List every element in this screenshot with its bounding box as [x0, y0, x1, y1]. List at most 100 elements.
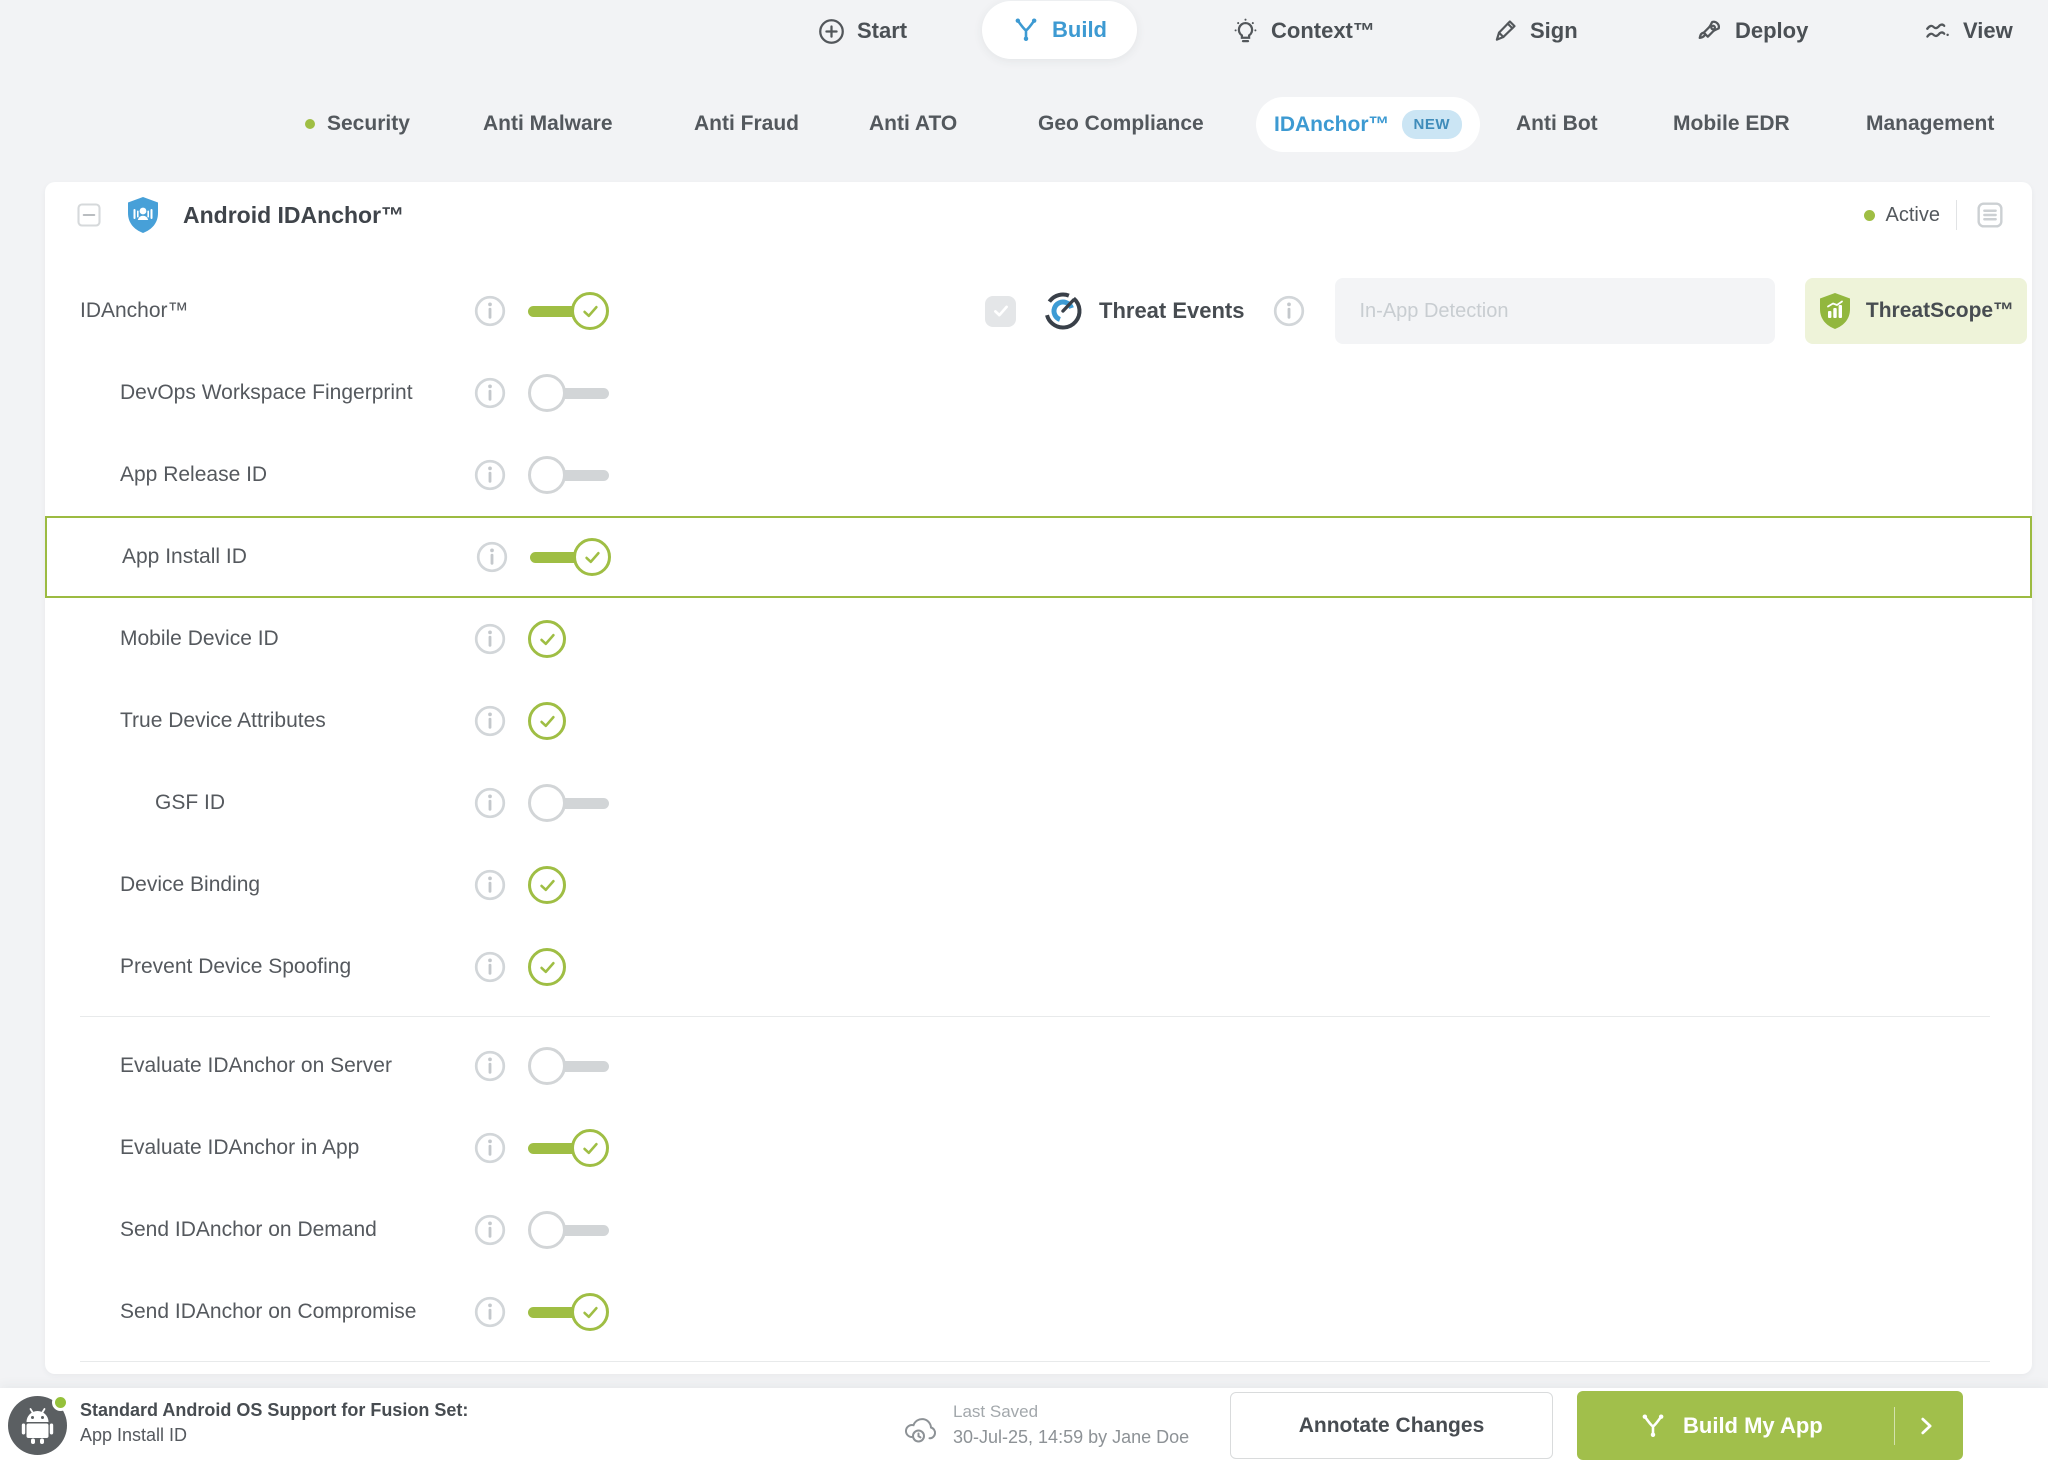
android-os-icon	[8, 1394, 69, 1455]
info-icon[interactable]	[472, 1294, 508, 1330]
feature-row: Send IDAnchor on Demand	[45, 1189, 2032, 1271]
feature-row: GSF ID	[45, 762, 2032, 844]
info-icon[interactable]	[472, 1048, 508, 1084]
feature-row: Mobile Device ID	[45, 598, 2032, 680]
feature-label: True Device Attributes	[120, 709, 326, 732]
feature-toggle[interactable]	[528, 374, 609, 412]
last-saved-label: Last Saved	[953, 1402, 1039, 1421]
nav-context[interactable]: Context™	[1232, 0, 1375, 62]
info-icon[interactable]	[1271, 293, 1307, 329]
check-circle[interactable]	[528, 620, 566, 658]
info-icon[interactable]	[472, 867, 508, 903]
threat-events-gauge-icon	[1042, 290, 1084, 332]
nav-sign[interactable]: Sign	[1492, 0, 1578, 62]
tab-anti-fraud[interactable]: Anti Fraud	[694, 95, 799, 153]
tab-management[interactable]: Management	[1866, 95, 1994, 153]
tab-security[interactable]: Security	[305, 95, 410, 153]
in-app-detection-input[interactable]	[1334, 278, 1775, 344]
feature-row: IDAnchor™ Threat Events ThreatScope™	[45, 270, 2032, 352]
new-badge: NEW	[1401, 110, 1462, 139]
annotate-changes-button[interactable]: Annotate Changes	[1230, 1392, 1553, 1459]
feature-label: Evaluate IDAnchor in App	[120, 1136, 360, 1159]
nav-view[interactable]: View	[1924, 0, 2013, 62]
plus-circle-icon	[818, 18, 845, 45]
feature-toggle[interactable]	[528, 456, 609, 494]
feature-label: App Install ID	[122, 545, 247, 568]
feature-row: Evaluate IDAnchor in App	[45, 1107, 2032, 1189]
feature-label: Evaluate IDAnchor on Server	[120, 1054, 392, 1077]
feature-row: Evaluate IDAnchor on Server	[45, 1025, 2032, 1107]
button-divider	[1894, 1406, 1895, 1445]
threat-events-group: Threat Events ThreatScope™	[985, 278, 2027, 344]
tab-geo-compliance[interactable]: Geo Compliance	[1038, 95, 1204, 153]
feature-toggle[interactable]	[528, 1211, 609, 1249]
nav-deploy[interactable]: Deploy	[1696, 0, 1808, 62]
info-icon[interactable]	[472, 375, 508, 411]
tab-anti-ato[interactable]: Anti ATO	[869, 95, 957, 153]
feature-label: Device Binding	[120, 873, 261, 896]
info-icon[interactable]	[472, 1212, 508, 1248]
feature-toggle[interactable]	[530, 538, 611, 576]
tab-label: IDAnchor™	[1274, 112, 1390, 136]
section-divider	[80, 1361, 1990, 1362]
tab-label: Mobile EDR	[1673, 112, 1790, 135]
status-badge: Active	[1885, 203, 1940, 226]
panel-title: Android IDAnchor™	[183, 201, 405, 228]
tab-anti-bot[interactable]: Anti Bot	[1516, 95, 1598, 153]
check-circle[interactable]	[528, 948, 566, 986]
build-icon	[1639, 1412, 1667, 1440]
nav-build[interactable]: Build	[982, 1, 1137, 59]
info-icon[interactable]	[472, 703, 508, 739]
check-circle[interactable]	[528, 702, 566, 740]
feature-toggle[interactable]	[528, 1293, 609, 1331]
feature-row: Send IDAnchor on Compromise	[45, 1271, 2032, 1353]
fusion-set-title: Standard Android OS Support for Fusion S…	[80, 1400, 469, 1420]
feature-row: App Release ID	[45, 434, 2032, 516]
rocket-icon	[1696, 18, 1723, 45]
cloud-saved-icon	[903, 1414, 937, 1448]
feature-toggle[interactable]	[528, 784, 609, 822]
feature-row: Device Binding	[45, 844, 2032, 926]
info-icon[interactable]	[472, 457, 508, 493]
collapse-icon[interactable]	[75, 201, 103, 229]
feature-row: True Device Attributes	[45, 680, 2032, 762]
info-icon[interactable]	[472, 785, 508, 821]
notes-list-icon[interactable]	[1973, 198, 2007, 232]
threat-events-checkbox[interactable]	[985, 295, 1016, 327]
nav-label: Build	[1052, 17, 1107, 42]
tab-anti-malware[interactable]: Anti Malware	[483, 95, 613, 153]
feature-label: App Release ID	[120, 463, 268, 486]
feature-label: DevOps Workspace Fingerprint	[120, 381, 413, 404]
feature-row: App Install ID	[45, 516, 2032, 598]
info-icon[interactable]	[474, 539, 510, 575]
top-navigation: Start Build Context™ Sign Deploy View	[0, 0, 2048, 62]
build-my-app-button[interactable]: Build My App	[1577, 1391, 1963, 1460]
feature-label: IDAnchor™	[80, 299, 189, 322]
nav-start[interactable]: Start	[818, 0, 907, 62]
tab-label: Security	[327, 112, 410, 135]
info-icon[interactable]	[472, 949, 508, 985]
info-icon[interactable]	[472, 1130, 508, 1166]
tab-mobile-edr[interactable]: Mobile EDR	[1673, 95, 1790, 153]
footer-bar: Standard Android OS Support for Fusion S…	[0, 1388, 2048, 1463]
last-saved-value: 30-Jul-25, 14:59 by Jane Doe	[953, 1427, 1190, 1447]
threat-events-label: Threat Events	[1099, 298, 1245, 323]
build-button-label: Build My App	[1683, 1412, 1823, 1438]
feature-toggle[interactable]	[528, 1129, 609, 1167]
nav-label: Deploy	[1735, 18, 1809, 43]
build-icon	[1012, 16, 1040, 44]
info-icon[interactable]	[472, 621, 508, 657]
android-idanchor-panel: Android IDAnchor™ Active IDAnchor™ Threat…	[45, 182, 2032, 1374]
tab-idanchor[interactable]: IDAnchor™ NEW	[1256, 97, 1480, 152]
feature-label: GSF ID	[155, 791, 226, 814]
tab-label: Anti Bot	[1516, 112, 1598, 135]
nav-label: Sign	[1530, 18, 1578, 43]
feature-toggle[interactable]	[528, 292, 609, 330]
panel-header: Android IDAnchor™ Active	[45, 182, 2032, 248]
check-circle[interactable]	[528, 866, 566, 904]
info-icon[interactable]	[472, 293, 508, 329]
presence-dot-icon	[52, 1394, 69, 1411]
threatscope-button[interactable]: ThreatScope™	[1804, 278, 2027, 344]
feature-toggle[interactable]	[528, 1047, 609, 1085]
tab-label: Management	[1866, 112, 1995, 135]
